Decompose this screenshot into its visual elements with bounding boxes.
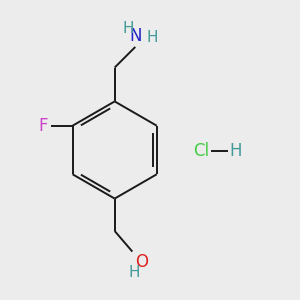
Text: H: H	[146, 31, 158, 46]
Text: F: F	[38, 117, 48, 135]
Text: H: H	[230, 142, 242, 160]
Text: H: H	[122, 21, 134, 36]
Text: Cl: Cl	[193, 142, 209, 160]
Text: O: O	[135, 253, 148, 271]
Text: H: H	[128, 265, 140, 280]
Text: N: N	[129, 28, 142, 46]
